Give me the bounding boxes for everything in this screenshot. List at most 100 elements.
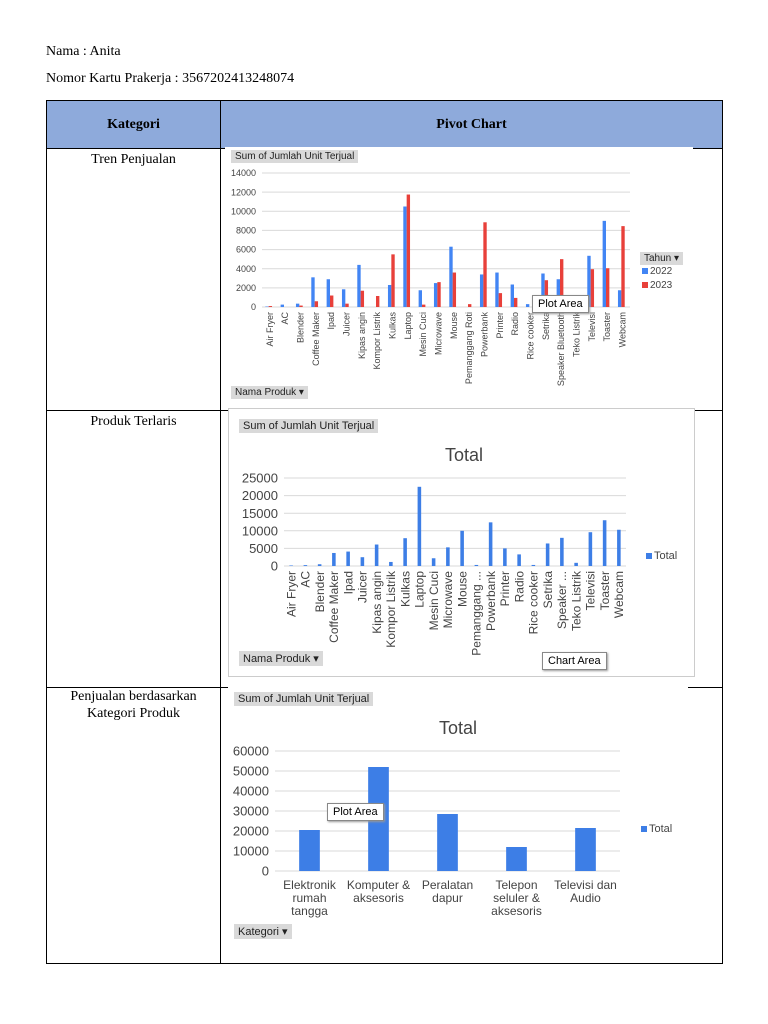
- bar: [437, 282, 441, 307]
- header-kategori: Kategori: [46, 100, 221, 149]
- x-tick-label: AC: [280, 312, 290, 325]
- legend-label: Total: [654, 550, 677, 562]
- axis-field-button[interactable]: Nama Produk ▾: [231, 386, 308, 399]
- bar: [360, 557, 365, 566]
- x-tick-label: Laptop: [413, 571, 427, 608]
- bar: [295, 303, 300, 307]
- x-tick-label: Printer: [498, 571, 512, 606]
- bar: [560, 537, 564, 566]
- bar: [541, 273, 545, 307]
- bar: [403, 538, 407, 566]
- y-tick-label: 10000: [231, 206, 256, 216]
- bar: [617, 290, 622, 307]
- x-tick-label: Peralatan dapur: [422, 878, 473, 905]
- bar: [531, 564, 536, 566]
- x-tick-label: Kompor Listrik: [372, 312, 382, 370]
- bar: [488, 522, 493, 566]
- x-tick-label: Toaster: [598, 571, 612, 610]
- x-tick-label: Kulkas: [398, 571, 412, 607]
- x-tick-label: Rice cooker: [525, 312, 535, 360]
- bar: [317, 564, 322, 566]
- x-tick-label: Coffee Maker: [311, 312, 321, 366]
- bar: [452, 272, 457, 307]
- x-tick-label: Speaker ...: [555, 571, 569, 629]
- x-tick-label: Televisi: [587, 312, 597, 342]
- x-tick-label: Juicer: [356, 571, 370, 603]
- bar: [280, 304, 284, 307]
- y-tick-label: 40000: [233, 784, 269, 799]
- bar: [389, 561, 393, 566]
- y-tick-label: 5000: [249, 541, 278, 556]
- bar: [418, 290, 422, 307]
- bar: [556, 279, 560, 307]
- x-tick-label: Kompor Listrik: [384, 570, 398, 648]
- bar: [433, 283, 438, 307]
- bar: [303, 565, 308, 566]
- chart-title: Total: [445, 445, 483, 465]
- x-tick-label: Ipad: [341, 571, 355, 594]
- chart-tren-penjualan[interactable]: 0 2000 4000 6000 8000 10000 12000 14000 Air Frye…: [225, 147, 693, 407]
- x-tick-label: Webcam: [612, 571, 626, 618]
- bar: [417, 486, 422, 566]
- value-field-button[interactable]: Sum of Jumlah Unit Terjual: [239, 419, 379, 433]
- y-tick-label: 20000: [242, 488, 278, 503]
- bar: [495, 272, 499, 307]
- x-tick-label: Telepon seluler & aksesoris: [491, 878, 542, 918]
- bar: [560, 259, 564, 307]
- bar: [503, 548, 507, 566]
- legend-field-button[interactable]: Tahun ▾: [640, 252, 684, 265]
- y-tick-label: 4000: [236, 264, 256, 274]
- legend-swatch: [642, 268, 648, 274]
- x-tick-label: Elektronik rumah tangga: [283, 878, 337, 918]
- x-tick-label: Mesin Cuci: [427, 571, 441, 630]
- x-tick-label: Teko Listrik: [569, 570, 583, 631]
- bar: [406, 194, 411, 307]
- bar: [474, 564, 479, 566]
- bar: [311, 277, 315, 307]
- row-label: Produk Terlaris: [46, 410, 221, 688]
- bar: [460, 530, 464, 566]
- x-tick-label: Radio: [510, 312, 520, 336]
- bar: [403, 206, 407, 307]
- y-tick-label: 50000: [233, 764, 269, 779]
- bar: [431, 558, 436, 566]
- bar: [341, 289, 346, 307]
- bar: [391, 254, 395, 307]
- bar: [602, 520, 607, 566]
- student-name: Nama : Anita: [46, 44, 121, 59]
- axis-field-button[interactable]: Nama Produk ▾: [239, 651, 323, 666]
- value-field-button[interactable]: Sum of Jumlah Unit Terjual: [234, 692, 374, 706]
- bar: [617, 529, 621, 566]
- bar: [289, 565, 293, 566]
- bar: [574, 562, 578, 566]
- value-field-button[interactable]: Sum of Jumlah Unit Terjual: [231, 150, 359, 163]
- bar: [510, 284, 514, 307]
- bar: [314, 301, 319, 307]
- x-tick-label: Blender: [313, 571, 327, 612]
- bar: [346, 551, 350, 566]
- bar: [483, 222, 487, 307]
- x-tick-label: Mouse: [455, 571, 469, 607]
- x-tick-label: Powerbank: [484, 570, 498, 631]
- bar: [590, 269, 595, 307]
- chart-produk-terlaris[interactable]: 0 5000 10000 15000 20000 25000 Total Air Fryer A…: [228, 408, 695, 677]
- chart-title: Total: [439, 718, 477, 738]
- bar: [422, 304, 426, 307]
- legend-label: Total: [649, 823, 672, 835]
- x-tick-label: Televisi: [584, 571, 598, 610]
- x-tick-label: Setrika: [541, 312, 551, 340]
- bar: [374, 544, 379, 566]
- x-tick-label: Toaster: [602, 312, 612, 342]
- y-tick-label: 10000: [242, 523, 278, 538]
- row-label: Tren Penjualan: [46, 148, 221, 411]
- x-tick-label: Kipas angin: [370, 571, 384, 634]
- y-tick-label: 60000: [233, 744, 269, 759]
- axis-field-button[interactable]: Kategori ▾: [234, 924, 292, 939]
- x-tick-label: Kipas angin: [357, 312, 367, 359]
- bar: [345, 303, 349, 307]
- chart-kategori-produk[interactable]: 0 10000 20000 30000 40000 50000 60000 Total Elek…: [228, 686, 688, 958]
- y-tick-label: 0: [271, 559, 278, 574]
- y-tick-label: 6000: [236, 245, 256, 255]
- legend-swatch: [641, 826, 647, 832]
- x-tick-label: Air Fryer: [265, 312, 275, 347]
